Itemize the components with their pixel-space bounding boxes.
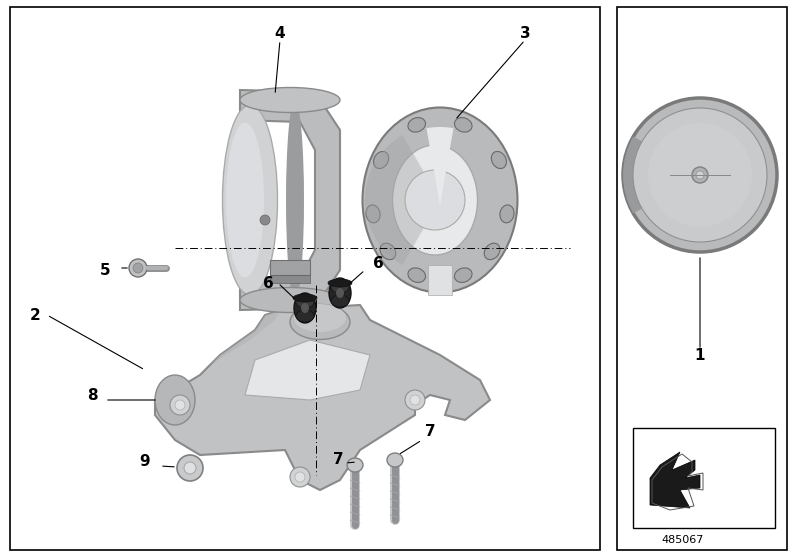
Ellipse shape	[286, 100, 304, 300]
Ellipse shape	[366, 205, 380, 223]
Ellipse shape	[222, 105, 278, 295]
Bar	[10, 7, 600, 550]
Circle shape	[692, 167, 708, 183]
Text: 9: 9	[140, 455, 150, 469]
Ellipse shape	[294, 304, 346, 332]
Text: 5: 5	[100, 263, 110, 278]
Ellipse shape	[387, 453, 403, 467]
Ellipse shape	[301, 303, 309, 313]
Polygon shape	[245, 340, 370, 400]
Text: 485067: 485067	[662, 535, 704, 545]
Circle shape	[633, 108, 767, 242]
Polygon shape	[240, 90, 340, 310]
Ellipse shape	[347, 458, 363, 472]
Bar	[617, 7, 787, 550]
Wedge shape	[426, 127, 454, 205]
Circle shape	[295, 472, 305, 482]
Ellipse shape	[226, 123, 264, 278]
Ellipse shape	[329, 278, 351, 308]
Ellipse shape	[454, 118, 472, 132]
Ellipse shape	[240, 87, 340, 113]
Circle shape	[177, 455, 203, 481]
Ellipse shape	[331, 281, 349, 293]
Ellipse shape	[393, 145, 478, 255]
Polygon shape	[200, 310, 280, 375]
Ellipse shape	[491, 151, 506, 169]
Text: 6: 6	[262, 276, 274, 291]
Ellipse shape	[484, 243, 500, 260]
Circle shape	[170, 395, 190, 415]
Circle shape	[623, 98, 777, 252]
Text: 2: 2	[30, 307, 40, 323]
Circle shape	[133, 263, 143, 273]
Ellipse shape	[293, 294, 317, 302]
Circle shape	[129, 259, 147, 277]
Ellipse shape	[374, 151, 389, 169]
Text: 7: 7	[425, 424, 435, 440]
Ellipse shape	[155, 375, 195, 425]
Ellipse shape	[296, 296, 314, 308]
Circle shape	[290, 467, 310, 487]
Circle shape	[696, 171, 704, 179]
Text: 3: 3	[520, 26, 530, 40]
Ellipse shape	[408, 268, 426, 282]
Ellipse shape	[362, 108, 518, 292]
Bar	[428, 265, 452, 295]
Ellipse shape	[290, 305, 350, 339]
Circle shape	[410, 395, 420, 405]
Ellipse shape	[240, 287, 340, 312]
Ellipse shape	[408, 118, 426, 132]
Ellipse shape	[331, 295, 349, 307]
Circle shape	[184, 462, 196, 474]
Text: 8: 8	[86, 388, 98, 403]
Ellipse shape	[294, 293, 316, 323]
Ellipse shape	[328, 279, 352, 287]
Ellipse shape	[380, 243, 396, 260]
Text: 1: 1	[694, 348, 706, 362]
Circle shape	[260, 215, 270, 225]
Polygon shape	[650, 452, 700, 508]
Circle shape	[175, 400, 185, 410]
Bar	[270, 275, 310, 283]
Wedge shape	[365, 135, 440, 265]
Ellipse shape	[500, 205, 514, 223]
Circle shape	[405, 390, 425, 410]
Text: 6: 6	[373, 255, 383, 270]
Bar	[270, 260, 310, 275]
Bar	[633, 428, 775, 528]
Text: 7: 7	[333, 452, 343, 468]
Wedge shape	[623, 137, 700, 213]
Ellipse shape	[336, 288, 344, 298]
Circle shape	[648, 123, 752, 227]
Text: 4: 4	[274, 26, 286, 40]
Ellipse shape	[296, 310, 314, 322]
Polygon shape	[155, 305, 490, 490]
Circle shape	[405, 170, 465, 230]
Ellipse shape	[454, 268, 472, 282]
